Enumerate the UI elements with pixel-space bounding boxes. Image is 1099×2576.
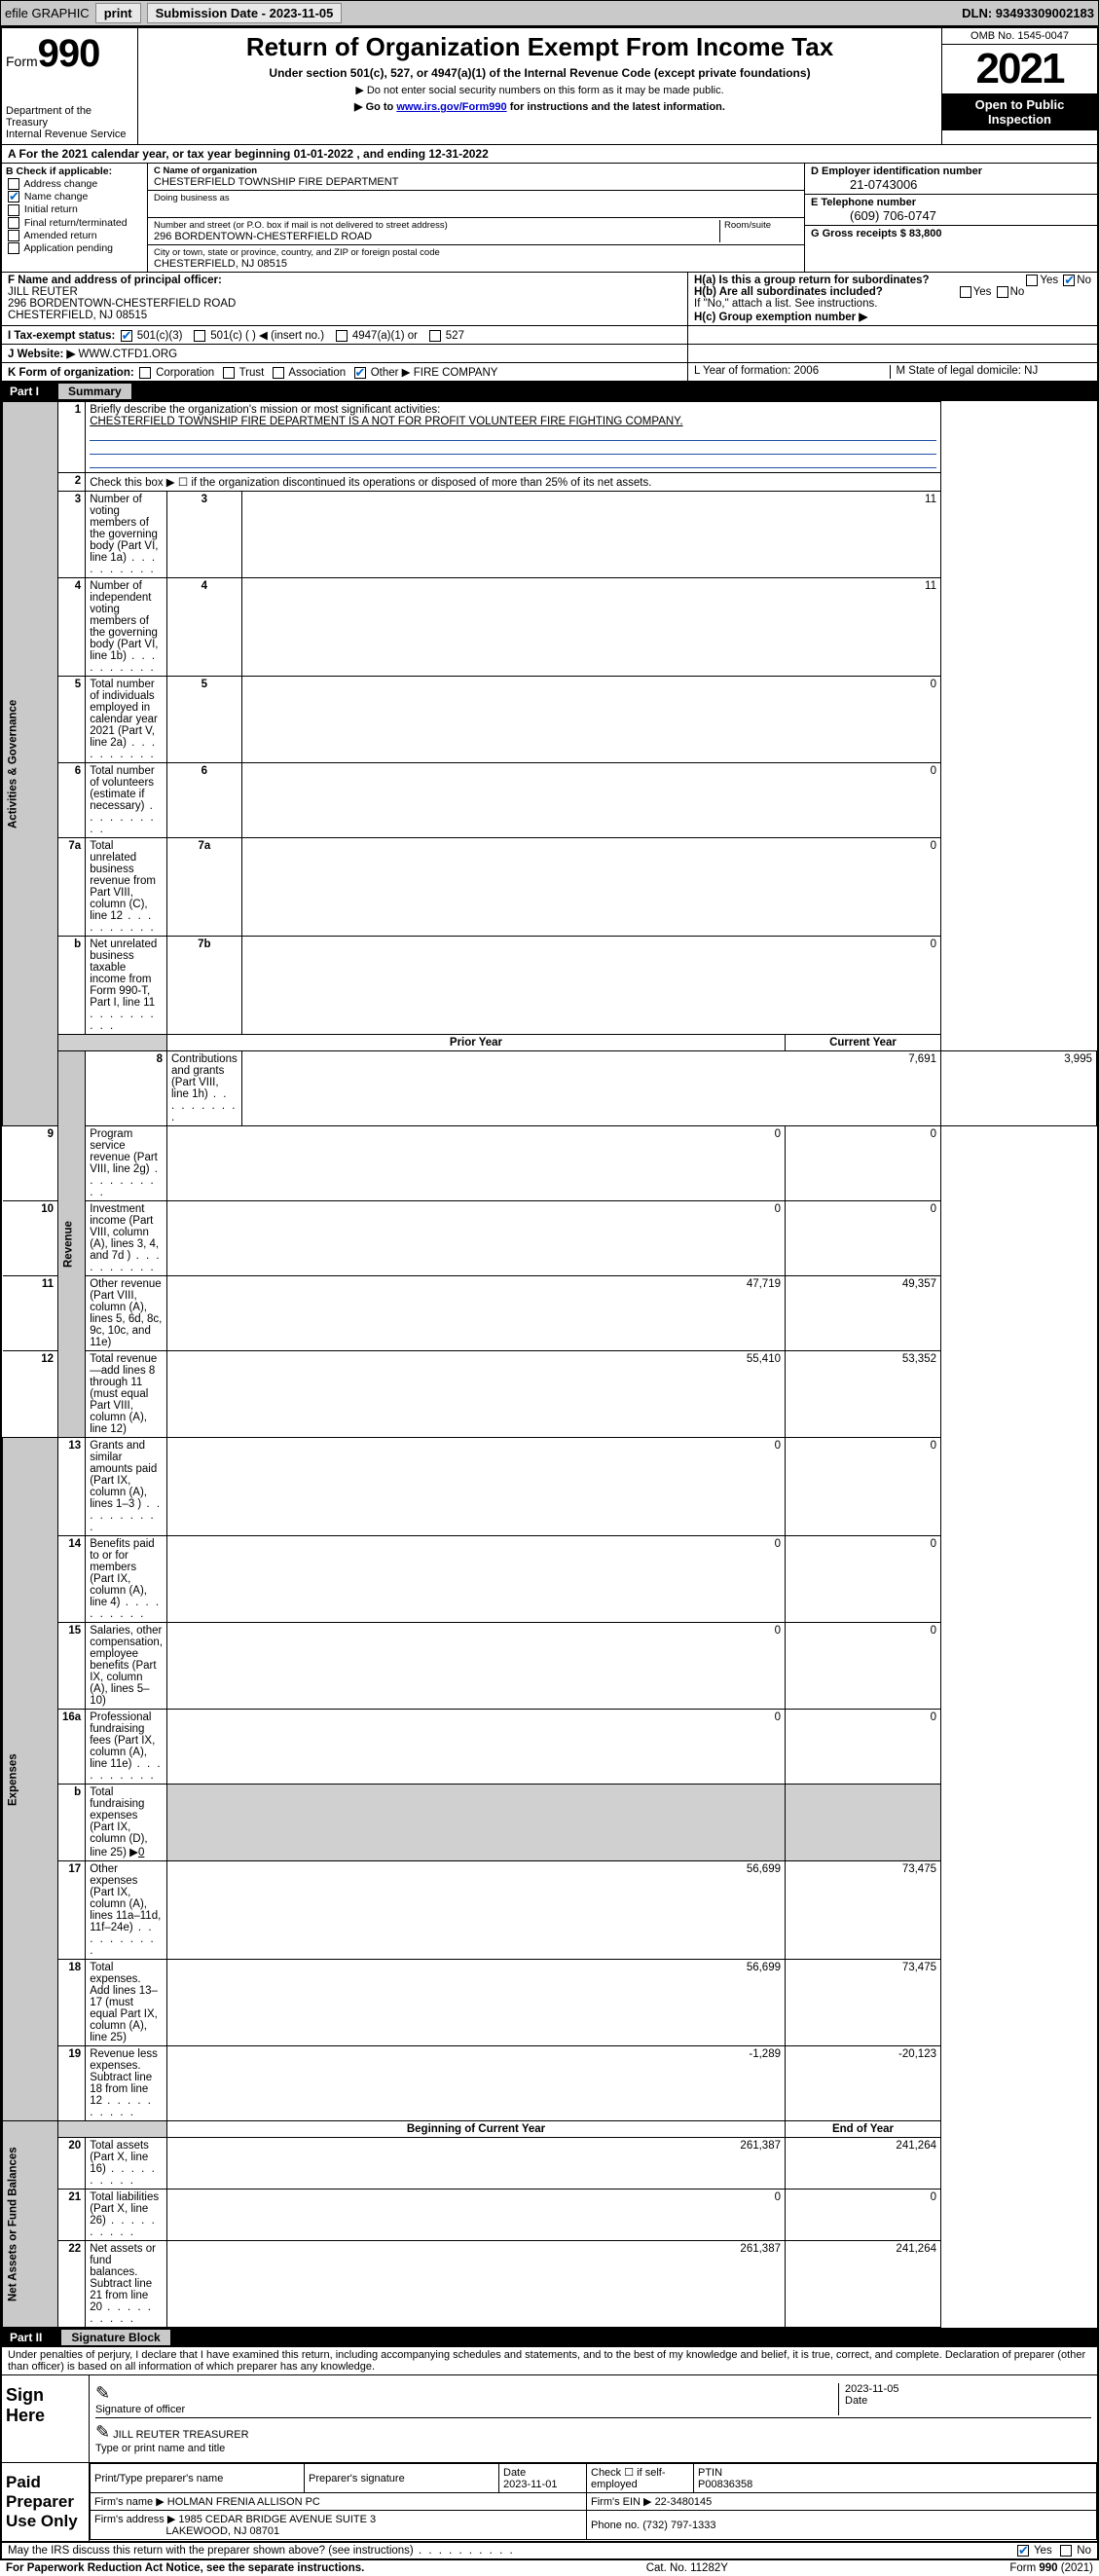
form-number: 990 bbox=[38, 32, 100, 75]
part1-header: Part I Summary bbox=[2, 382, 1097, 401]
year-formation: L Year of formation: 2006 bbox=[694, 365, 891, 379]
street-value: 296 BORDENTOWN-CHESTERFIELD ROAD bbox=[154, 231, 715, 242]
form-id-block: Form990 Department of the Treasury Inter… bbox=[2, 28, 138, 144]
chk-address-change[interactable]: Address change bbox=[6, 178, 143, 190]
officer-name: JILL REUTER bbox=[8, 286, 681, 298]
ein-value: 21-0743006 bbox=[811, 177, 1091, 192]
phone-value: (609) 706-0747 bbox=[811, 208, 1091, 223]
discuss-row: May the IRS discuss this return with the… bbox=[2, 2542, 1097, 2558]
officer-addr2: CHESTERFIELD, NJ 08515 bbox=[8, 310, 681, 321]
chk-application-pending[interactable]: Application pending bbox=[6, 242, 143, 254]
tax-year: 2021 bbox=[942, 45, 1097, 93]
form-year-block: OMB No. 1545-0047 2021 Open to Public In… bbox=[941, 28, 1097, 144]
city-value: CHESTERFIELD, NJ 08515 bbox=[154, 258, 798, 270]
firm-name: HOLMAN FRENIA ALLISON PC bbox=[167, 2496, 320, 2508]
mission-text: CHESTERFIELD TOWNSHIP FIRE DEPARTMENT IS… bbox=[90, 416, 682, 427]
chk-name-change[interactable]: Name change bbox=[6, 191, 143, 202]
irs-label: Internal Revenue Service bbox=[6, 129, 133, 140]
paid-preparer-label: Paid Preparer Use Only bbox=[2, 2463, 90, 2541]
chk-4947[interactable] bbox=[336, 330, 348, 342]
chk-trust[interactable] bbox=[223, 367, 235, 379]
penalties-text: Under penalties of perjury, I declare th… bbox=[2, 2347, 1097, 2375]
omb-number: OMB No. 1545-0047 bbox=[942, 28, 1097, 45]
box-f: F Name and address of principal officer:… bbox=[2, 273, 688, 325]
efile-label: efile GRAPHIC bbox=[5, 6, 90, 20]
chk-discuss-yes[interactable] bbox=[1017, 2545, 1029, 2557]
org-name-label: C Name of organization bbox=[154, 166, 798, 176]
chk-final-return[interactable]: Final return/terminated bbox=[6, 217, 143, 229]
sign-here-row: Sign Here ✎ Signature of officer 2023-11… bbox=[2, 2375, 1097, 2463]
other-org-value: FIRE COMPANY bbox=[414, 367, 498, 379]
section-b-through-g: B Check if applicable: Address change Na… bbox=[2, 164, 1097, 273]
sidebar-expenses: Expenses bbox=[3, 1438, 58, 2121]
note-link: ▶ Go to www.irs.gov/Form990 for instruct… bbox=[146, 100, 934, 113]
part2-header: Part II Signature Block bbox=[2, 2328, 1097, 2347]
note-ssn: ▶ Do not enter social security numbers o… bbox=[146, 84, 934, 96]
room-label: Room/suite bbox=[724, 220, 798, 231]
box-h: H(a) Is this a group return for subordin… bbox=[688, 273, 1097, 325]
top-toolbar: efile GRAPHIC print Submission Date - 20… bbox=[0, 0, 1099, 26]
form-title-center: Return of Organization Exempt From Incom… bbox=[138, 28, 941, 144]
chk-assoc[interactable] bbox=[273, 367, 284, 379]
row-j: J Website: ▶ WWW.CTFD1.ORG bbox=[2, 345, 1097, 363]
hb-note: If "No," attach a list. See instructions… bbox=[694, 298, 1091, 310]
phone-label: E Telephone number bbox=[811, 197, 1091, 208]
dba-label: Doing business as bbox=[154, 193, 798, 203]
paid-preparer-row: Paid Preparer Use Only Print/Type prepar… bbox=[2, 2463, 1097, 2542]
row-f-h: F Name and address of principal officer:… bbox=[2, 273, 1097, 326]
ein-label: D Employer identification number bbox=[811, 166, 1091, 177]
form-header: Form990 Department of the Treasury Inter… bbox=[2, 28, 1097, 145]
dln-label: DLN: 93493309002183 bbox=[962, 6, 1094, 20]
chk-initial-return[interactable]: Initial return bbox=[6, 203, 143, 215]
form-title: Return of Organization Exempt From Incom… bbox=[146, 32, 934, 62]
chk-amended[interactable]: Amended return bbox=[6, 230, 143, 241]
org-name: CHESTERFIELD TOWNSHIP FIRE DEPARTMENT bbox=[154, 176, 798, 188]
irs-link[interactable]: www.irs.gov/Form990 bbox=[396, 101, 506, 113]
summary-table: Activities & Governance 1 Briefly descri… bbox=[2, 401, 1097, 2328]
row-k-l-m: K Form of organization: Corporation Trus… bbox=[2, 363, 1097, 382]
street-label: Number and street (or P.O. box if mail i… bbox=[154, 220, 715, 231]
print-button[interactable]: print bbox=[95, 3, 141, 23]
open-public-label: Open to Public Inspection bbox=[942, 93, 1097, 130]
box-b-title: B Check if applicable: bbox=[6, 166, 143, 177]
box-d-e-g: D Employer identification number 21-0743… bbox=[805, 164, 1097, 272]
submission-date-button[interactable]: Submission Date - 2023-11-05 bbox=[147, 3, 343, 23]
box-c: C Name of organization CHESTERFIELD TOWN… bbox=[148, 164, 805, 272]
website-value: WWW.CTFD1.ORG bbox=[79, 349, 178, 360]
chk-other[interactable] bbox=[354, 367, 366, 379]
form-ref: Form 990 (2021) bbox=[1009, 2562, 1093, 2574]
sign-here-label: Sign Here bbox=[2, 2375, 90, 2462]
row-a-period: A For the 2021 calendar year, or tax yea… bbox=[2, 145, 1097, 164]
form-word: Form bbox=[6, 54, 38, 69]
city-label: City or town, state or province, country… bbox=[154, 247, 798, 258]
officer-addr1: 296 BORDENTOWN-CHESTERFIELD ROAD bbox=[8, 298, 681, 310]
chk-discuss-no[interactable] bbox=[1060, 2545, 1072, 2557]
officer-label: F Name and address of principal officer: bbox=[8, 275, 681, 286]
signer-name: JILL REUTER TREASURER bbox=[113, 2429, 248, 2441]
sidebar-activities: Activities & Governance bbox=[3, 402, 58, 1126]
gross-receipts: G Gross receipts $ 83,800 bbox=[811, 228, 1091, 239]
hc-label: H(c) Group exemption number ▶ bbox=[694, 310, 1091, 323]
form-frame: Form990 Department of the Treasury Inter… bbox=[0, 26, 1099, 2560]
state-domicile: M State of legal domicile: NJ bbox=[891, 365, 1092, 379]
form-subtitle: Under section 501(c), 527, or 4947(a)(1)… bbox=[146, 66, 934, 80]
chk-corp[interactable] bbox=[139, 367, 151, 379]
chk-501c3[interactable] bbox=[121, 330, 132, 342]
dept-label: Department of the Treasury bbox=[6, 105, 133, 129]
box-b: B Check if applicable: Address change Na… bbox=[2, 164, 148, 272]
sidebar-netassets: Net Assets or Fund Balances bbox=[3, 2121, 58, 2328]
sidebar-revenue: Revenue bbox=[58, 1051, 86, 1438]
row-i: I Tax-exempt status: 501(c)(3) 501(c) ( … bbox=[2, 326, 1097, 345]
chk-527[interactable] bbox=[429, 330, 441, 342]
page-footer: For Paperwork Reduction Act Notice, see … bbox=[0, 2560, 1099, 2576]
preparer-table: Print/Type preparer's name Preparer's si… bbox=[90, 2463, 1097, 2540]
chk-501c[interactable] bbox=[194, 330, 205, 342]
